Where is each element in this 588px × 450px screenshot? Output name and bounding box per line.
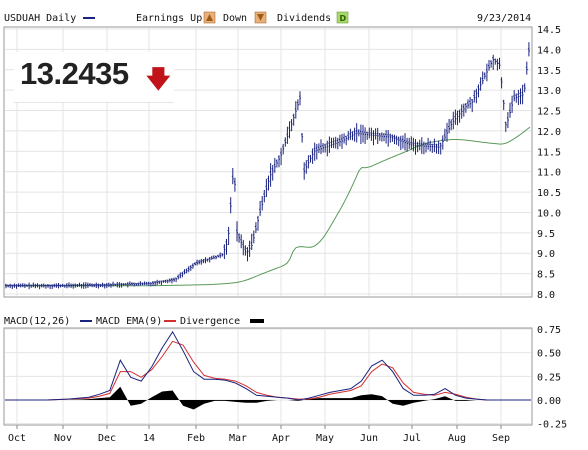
macd-y-tick-label: -0.25 bbox=[537, 420, 567, 431]
x-tick-label: Feb bbox=[187, 433, 205, 444]
price-y-tick-label: 12.5 bbox=[537, 107, 561, 118]
symbol-label: USDUAH Daily bbox=[4, 13, 76, 24]
price-y-tick-label: 9.0 bbox=[537, 249, 555, 260]
x-tick-label: Jun bbox=[360, 433, 378, 444]
macd-y-tick-label: 0.50 bbox=[537, 349, 561, 360]
divergence-legend-label: Divergence bbox=[180, 316, 240, 327]
down-arrow-icon: 🡇 bbox=[146, 65, 171, 93]
x-tick-label: Oct bbox=[8, 433, 26, 444]
price-ohlc-bars bbox=[5, 42, 530, 290]
macd-ema-legend-swatch bbox=[164, 320, 176, 322]
date-label: 9/23/2014 bbox=[477, 13, 531, 24]
x-tick-label: Apr bbox=[272, 433, 290, 444]
macd-y-axis: 0.75 0.50 0.25 0.00 -0.25 bbox=[537, 325, 567, 431]
macd-legend-swatch bbox=[80, 320, 92, 322]
price-y-tick-label: 12.0 bbox=[537, 127, 561, 138]
price-y-tick-label: 10.0 bbox=[537, 208, 561, 219]
price-readout: 13.2435 🡇 bbox=[14, 52, 174, 103]
divergence-legend-swatch bbox=[250, 319, 264, 323]
macd-legend-label: MACD(12,26) bbox=[4, 316, 70, 327]
price-y-tick-label: 10.5 bbox=[537, 188, 561, 199]
macd-line bbox=[5, 330, 531, 401]
dividends-icon: D bbox=[336, 11, 349, 24]
macd-y-tick-label: 0.00 bbox=[537, 396, 561, 407]
x-tick-label: 14 bbox=[143, 433, 155, 444]
price-y-tick-label: 14.0 bbox=[537, 45, 561, 56]
macd-y-tick-label: 0.25 bbox=[537, 372, 561, 383]
earnings-down-icon bbox=[254, 11, 267, 24]
x-tick-label: Jul bbox=[403, 433, 421, 444]
earnings-down-label: Down bbox=[223, 13, 247, 24]
svg-text:D: D bbox=[340, 14, 347, 23]
dividends-label: Dividends bbox=[277, 13, 331, 24]
earnings-up-icon bbox=[203, 11, 216, 24]
price-y-tick-label: 11.0 bbox=[537, 168, 561, 179]
x-tick-label: Nov bbox=[54, 433, 72, 444]
earnings-up-label: Earnings Up bbox=[136, 13, 202, 24]
price-y-tick-label: 11.5 bbox=[537, 147, 561, 158]
price-y-tick-label: 13.5 bbox=[537, 66, 561, 77]
x-tick-label: May bbox=[316, 433, 334, 444]
price-y-axis: 8.0 8.5 9.0 9.5 10.0 10.5 11.0 11.5 12.0 12.5 13.0… bbox=[537, 25, 561, 301]
price-y-tick-label: 8.0 bbox=[537, 290, 555, 301]
last-price: 13.2435 bbox=[20, 56, 129, 91]
macd-y-tick-label: 0.75 bbox=[537, 325, 561, 336]
price-y-tick-label: 13.0 bbox=[537, 86, 561, 97]
price-y-tick-label: 8.5 bbox=[537, 270, 555, 281]
divergence-histogram bbox=[5, 386, 531, 410]
price-y-tick-label: 14.5 bbox=[537, 25, 561, 36]
x-tick-label: Dec bbox=[98, 433, 116, 444]
symbol-series-swatch bbox=[83, 17, 95, 19]
x-tick-label: Sep bbox=[492, 433, 510, 444]
x-tick-label: Aug bbox=[448, 433, 466, 444]
price-y-tick-label: 9.5 bbox=[537, 229, 555, 240]
x-axis: Oct Nov Dec 14 Feb Mar Apr May Jun Jul Aug Sep bbox=[8, 425, 510, 444]
x-tick-label: Mar bbox=[229, 433, 247, 444]
macd-ema-legend-label: MACD EMA(9) bbox=[96, 316, 162, 327]
